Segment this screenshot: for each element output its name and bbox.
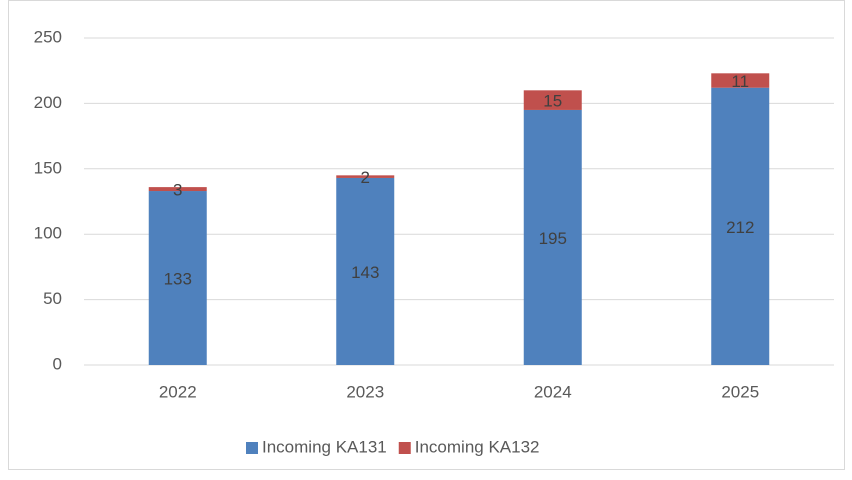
data-label: 212: [726, 218, 754, 237]
data-label: 15: [543, 92, 562, 111]
y-tick-label: 100: [34, 224, 62, 243]
bar-segment: [148, 187, 207, 192]
x-tick-label: 2022: [159, 382, 197, 401]
data-label: 133: [164, 270, 192, 289]
legend-swatch: [398, 442, 411, 454]
y-tick-label: 50: [43, 289, 62, 308]
x-tick-label: 2023: [346, 382, 384, 401]
bar-segment: [523, 109, 582, 365]
bar-segment: [148, 191, 207, 365]
legend-label: Incoming KA132: [415, 437, 540, 456]
bar-segment: [711, 73, 770, 88]
x-tick-label: 2025: [721, 382, 759, 401]
bar-segment: [336, 175, 395, 178]
y-tick-label: 200: [34, 93, 62, 112]
legend-label: Incoming KA131: [262, 437, 387, 456]
chart-frame: [8, 0, 845, 470]
data-label: 195: [539, 229, 567, 248]
legend-swatch: [246, 442, 258, 454]
y-tick-label: 250: [34, 27, 62, 46]
data-label: 2: [361, 168, 370, 187]
y-tick-label: 150: [34, 158, 62, 177]
bar-segment: [523, 90, 582, 110]
data-label: 3: [173, 181, 182, 200]
bar-segment: [711, 87, 770, 365]
y-tick-label: 0: [53, 354, 62, 373]
data-label: 143: [351, 263, 379, 282]
x-tick-label: 2024: [534, 382, 572, 401]
bar-segment: [336, 177, 395, 365]
data-label: 11: [731, 72, 749, 91]
